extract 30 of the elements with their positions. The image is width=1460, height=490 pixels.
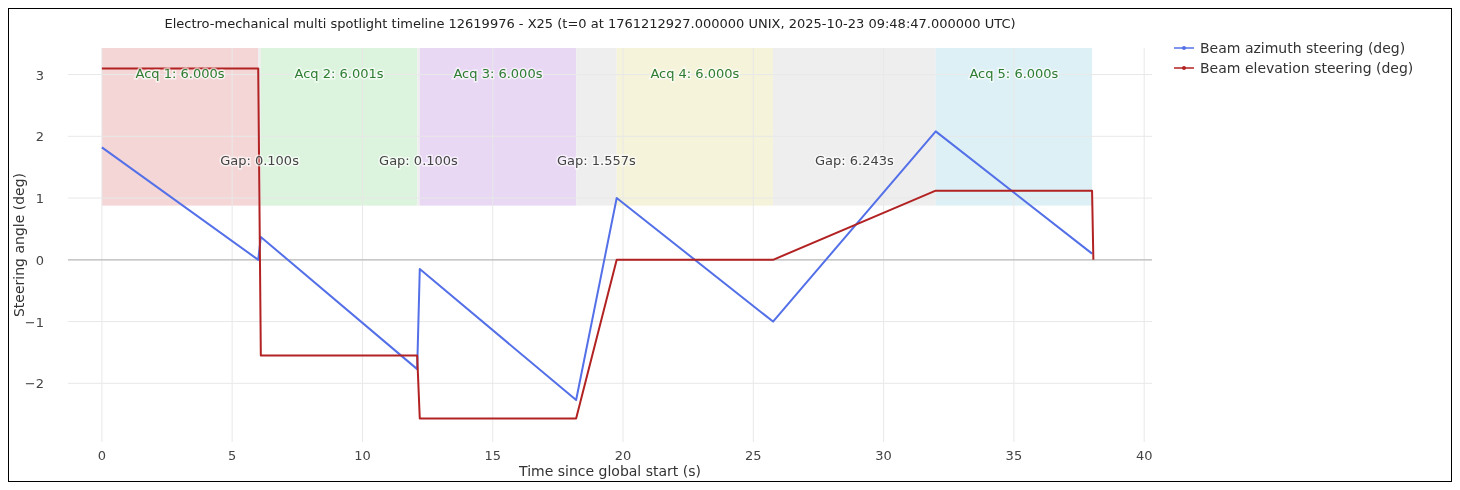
y-tick-label: 2 (35, 129, 44, 145)
x-tick-label: 40 (1135, 448, 1153, 463)
x-tick-label: 10 (354, 448, 371, 463)
y-tick-label: 1 (35, 191, 44, 207)
y-tick-label: −2 (24, 376, 44, 392)
band-label: Acq 4: 6.000s (650, 66, 740, 81)
y-tick-label: 3 (35, 67, 44, 83)
line-series (100, 67, 1095, 420)
band-label: Acq 1: 6.000s (135, 66, 225, 81)
band-label: Gap: 1.557s (557, 153, 637, 168)
x-tick-label: 30 (875, 448, 892, 463)
y-tick-label: −1 (24, 314, 44, 330)
band-label: Gap: 0.100s (379, 153, 459, 168)
band-label: Acq 2: 6.001s (294, 66, 384, 81)
band-label: Acq 5: 6.000s (969, 66, 1059, 81)
x-tick-label: 35 (1005, 448, 1023, 463)
y-axis-title: Steering angle (deg) (11, 172, 27, 318)
band-label: Gap: 6.243s (814, 153, 894, 168)
x-tick-label: 15 (484, 448, 502, 463)
x-tick-label: 25 (745, 448, 762, 463)
legend-label: Beam azimuth steering (deg) (1200, 40, 1406, 56)
chart-title: Electro-mechanical multi spotlight timeline 12619976 - X25 (t=0 at 1761212927.000000 UNIX, 2025-10-23 09:48:47.000000 UTC) (164, 16, 1016, 31)
x-axis-title: Time since global start (s) (518, 463, 701, 479)
legend-label: Beam elevation steering (deg) (1200, 60, 1414, 76)
x-tick-label: 5 (228, 448, 237, 463)
x-tick-label: 0 (97, 448, 107, 463)
y-tick-label: 0 (35, 252, 44, 268)
x-tick-label: 20 (614, 448, 632, 463)
band-label: Acq 3: 6.000s (453, 66, 543, 81)
line-series (100, 130, 1094, 402)
